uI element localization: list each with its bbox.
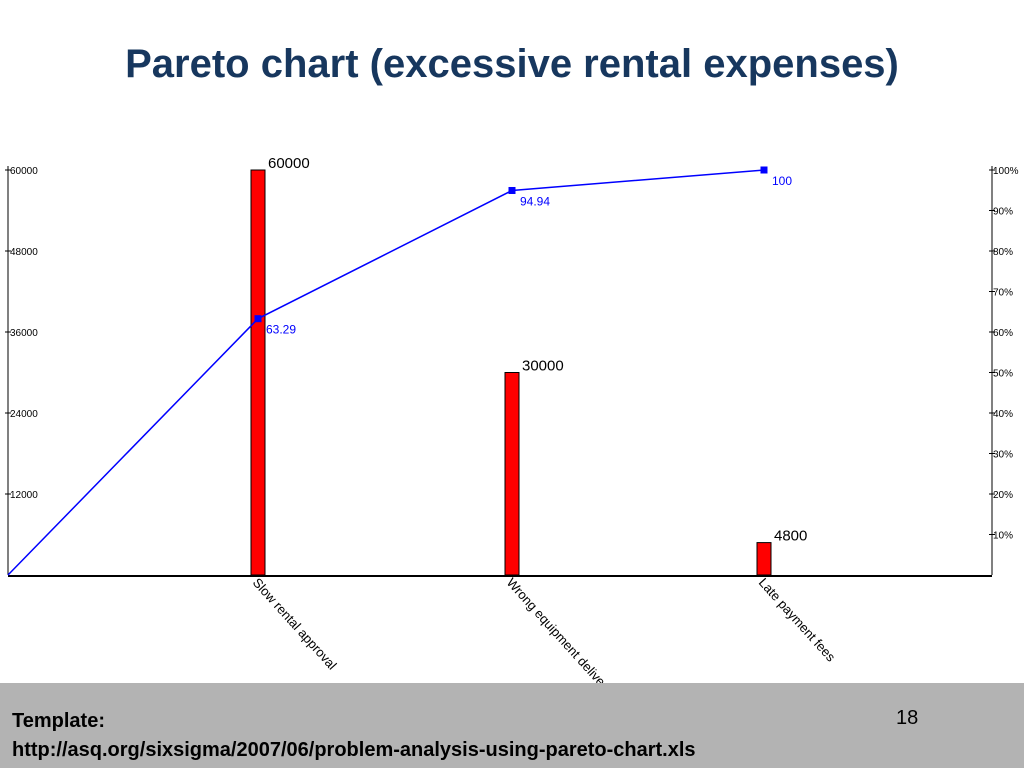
right-tick-label: 20%: [993, 490, 1013, 501]
bar: [250, 169, 266, 576]
left-tick-label: 24000: [10, 409, 38, 420]
cumulative-point: [254, 315, 262, 323]
left-tick-label: 12000: [10, 490, 38, 501]
cumulative-point: [508, 186, 516, 194]
category-label: Slow rental approval: [250, 575, 340, 673]
right-tick-label: 80%: [993, 247, 1013, 258]
bar-value-label: 4800: [774, 528, 807, 545]
bar: [504, 372, 520, 576]
left-tick-label: 36000: [10, 328, 38, 339]
template-citation: Template: http://asq.org/sixsigma/2007/0…: [12, 707, 696, 765]
cumulative-point: [760, 166, 768, 174]
right-tick-label: 70%: [993, 288, 1013, 299]
category-label: Late payment fees: [756, 575, 839, 665]
cumulative-label: 94.94: [520, 194, 550, 208]
pareto-chart: 12000 24000 36000 48000 60000 10% 20% 30% 40% 50%…: [5, 155, 1019, 685]
bar-value-label: 30000: [522, 358, 564, 375]
right-tick-label: 60%: [993, 328, 1013, 339]
page-number: 18: [896, 707, 919, 729]
left-tick-label: 60000: [10, 166, 38, 177]
right-tick-label: 100%: [993, 166, 1019, 177]
footer-bar: Template: http://asq.org/sixsigma/2007/0…: [0, 683, 1024, 768]
right-tick-label: 90%: [993, 207, 1013, 218]
category-label: Wrong equipment deliver: [504, 575, 612, 685]
bar: [756, 542, 772, 576]
cumulative-label: 63.29: [266, 323, 296, 337]
right-tick-label: 40%: [993, 409, 1013, 420]
right-tick-label: 10%: [993, 531, 1013, 542]
right-tick-label: 30%: [993, 450, 1013, 461]
template-label: Template:: [12, 710, 105, 732]
bar-value-label: 60000: [268, 155, 310, 172]
template-url: http://asq.org/sixsigma/2007/06/problem-…: [12, 739, 696, 761]
cumulative-label: 100: [772, 174, 792, 188]
left-tick-label: 48000: [10, 247, 38, 258]
cumulative-line: [7, 169, 765, 576]
right-tick-label: 50%: [993, 369, 1013, 380]
slide-title: Pareto chart (excessive rental expenses): [125, 42, 899, 86]
